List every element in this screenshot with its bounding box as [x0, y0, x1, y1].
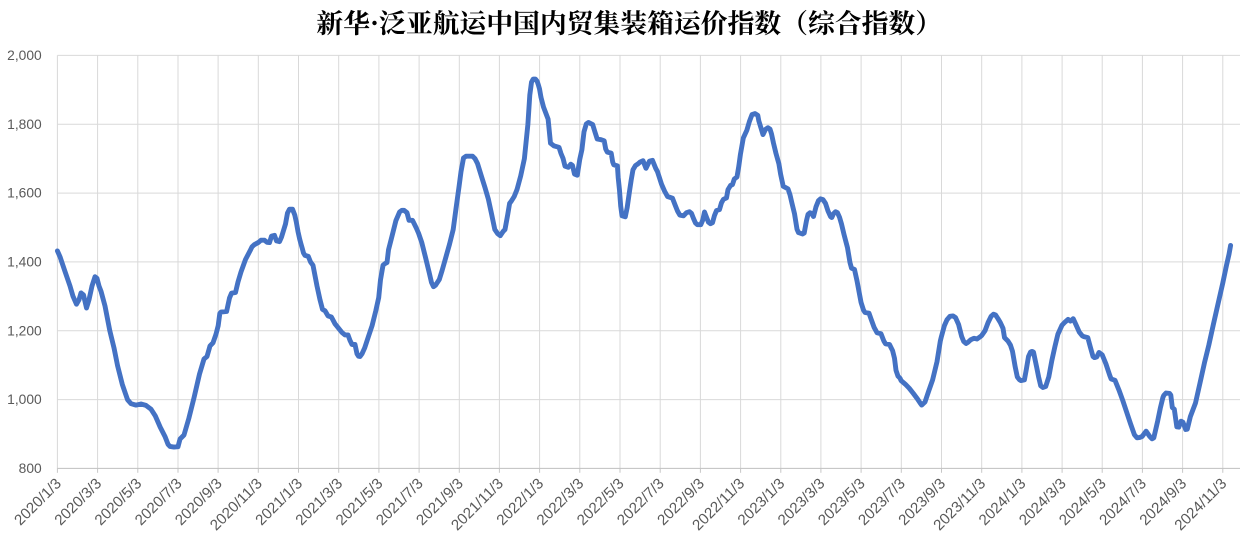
svg-text:1,200: 1,200: [7, 323, 42, 338]
svg-text:800: 800: [19, 461, 42, 476]
svg-text:1,600: 1,600: [7, 186, 42, 201]
svg-text:1,800: 1,800: [7, 117, 42, 132]
svg-text:1,000: 1,000: [7, 392, 42, 407]
svg-text:2,000: 2,000: [7, 48, 42, 63]
svg-text:1,400: 1,400: [7, 255, 42, 270]
